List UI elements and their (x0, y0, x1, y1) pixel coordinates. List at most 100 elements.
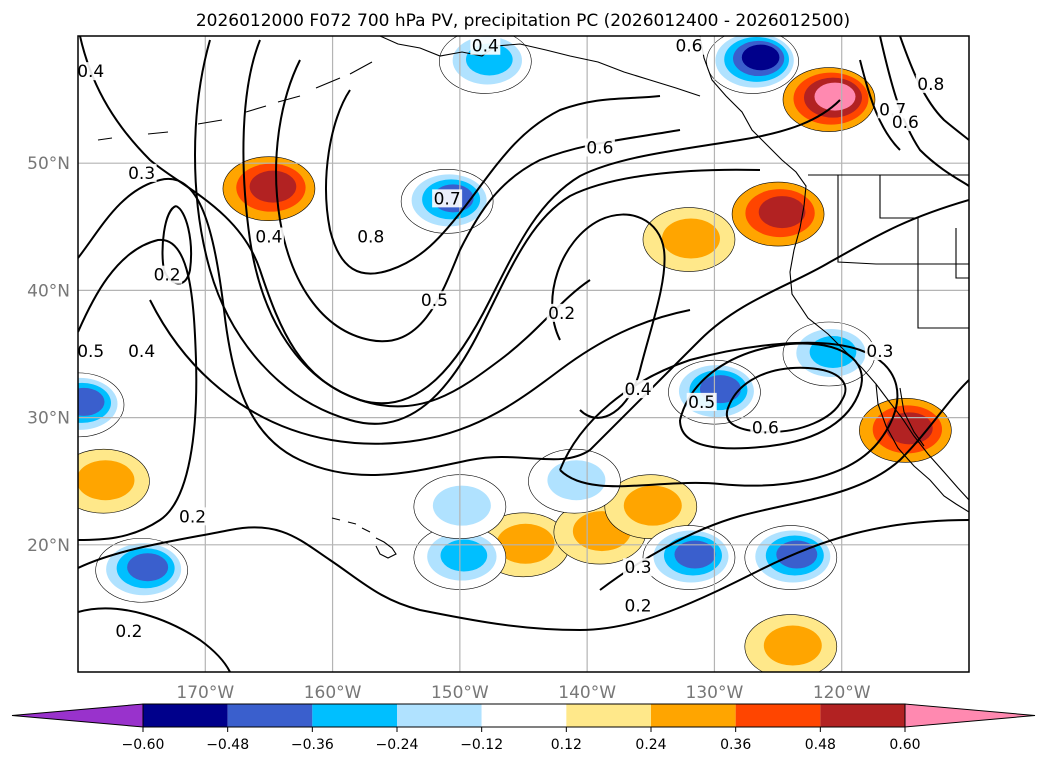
colorbar-segment-5 (566, 704, 651, 727)
contour-label-bg-3 (253, 227, 284, 246)
contour-label-14: 0.4 (625, 380, 652, 400)
colorbar-segment-7 (735, 704, 821, 727)
contour-label-9: 0.8 (357, 228, 384, 248)
x-tick-label-0: 170°W (176, 683, 234, 703)
precip-region-2-level-3 (814, 82, 856, 111)
contour-label-bg-9 (355, 227, 386, 246)
y-tick-label-3: 50°N (27, 154, 70, 174)
contour-label-bg-5 (126, 342, 157, 360)
contour-label-bg-10 (432, 189, 463, 208)
colorbar-tick-label-6: 0.24 (635, 737, 666, 753)
contour-label-bg-19 (864, 342, 895, 360)
colorbar-segment-6 (651, 704, 736, 727)
y-tick-label-1: 30°N (27, 409, 70, 429)
pv-contour-04-west (79, 36, 591, 408)
contour-label-bg-16 (750, 418, 781, 437)
colorbar-segment-0 (143, 704, 228, 727)
colorbar-segment-3 (397, 704, 482, 727)
contour-label-6: 0.2 (179, 507, 206, 527)
precip-region-9-level-1 (763, 625, 822, 666)
pv-contour-northeast (859, 36, 969, 187)
precip-region-12-level-4 (741, 44, 780, 71)
precip-region-17-level-2 (440, 539, 488, 572)
pv-contour-low-05 (679, 342, 863, 450)
contour-label-2: 0.2 (154, 266, 181, 286)
colorbar-extend-low (11, 703, 144, 728)
contour-label-16: 0.6 (752, 418, 779, 438)
coastline-alaska (379, 36, 701, 97)
contour-label-bg-23 (915, 74, 946, 93)
pv-contour-06 (242, 39, 841, 405)
contour-label-bg-13 (546, 303, 577, 322)
x-tick-label-4: 130°W (686, 683, 744, 703)
contour-label-bg-14 (623, 380, 654, 399)
pv-contour-07 (275, 59, 681, 343)
coastline-north-america (699, 36, 969, 501)
precip-region-16-level-3 (127, 553, 169, 582)
contour-label-4: 0.5 (77, 342, 104, 362)
contour-label-bg-8 (470, 36, 501, 55)
contour-label-bg-20 (673, 36, 704, 55)
precip-region-4-level-1 (661, 218, 720, 259)
contour-label-0: 0.4 (77, 62, 104, 82)
pv-contour-trough-east (78, 177, 969, 476)
pv-contour-02-south (78, 519, 969, 632)
precip-region-18-level-3 (78, 387, 105, 416)
contour-label-bg-6 (177, 507, 208, 526)
contour-label-bg-4 (78, 342, 106, 360)
map-frame (77, 35, 970, 673)
colorbar-tick-label-3: −0.24 (376, 737, 419, 753)
contour-label-3: 0.4 (255, 228, 282, 248)
coastline-aleutians (97, 61, 373, 141)
contour-label-22: 0.6 (892, 113, 919, 133)
contour-label-bg-22 (890, 113, 921, 132)
precip-region-1-level-2 (758, 196, 806, 229)
coastline-hawaii (331, 517, 397, 559)
pv-contour-low-04 (559, 341, 899, 488)
contour-label-11: 0.6 (586, 138, 613, 158)
colorbar-tick-label-9: 0.60 (889, 737, 920, 753)
contour-label-bg-2 (152, 265, 183, 284)
pv-contour-02-lowest (78, 607, 231, 672)
colorbar-tick-label-7: 0.36 (720, 737, 751, 753)
contour-label-12: 0.5 (421, 291, 448, 311)
colorbar-segment-2 (312, 704, 397, 727)
chart-title: 2026012000 F072 700 hPa PV, precipitatio… (196, 11, 850, 31)
x-tick-label-5: 120°W (813, 683, 871, 703)
contour-label-7: 0.2 (115, 622, 142, 642)
contour-label-bg-15 (686, 392, 717, 411)
y-tick-label-2: 40°N (27, 281, 70, 301)
precip-region-7-level-1 (623, 485, 682, 526)
colorbar-extend-high (904, 703, 1036, 728)
pv-contour-02-west (78, 238, 198, 541)
contour-label-17: 0.3 (625, 558, 652, 578)
colorbar-tick-label-8: 0.48 (805, 737, 836, 753)
contour-label-bg-7 (113, 621, 144, 640)
colorbar-tick-label-5: 0.12 (551, 737, 582, 753)
precip-region-0-level-2 (249, 170, 297, 203)
contour-label-bg-1 (126, 163, 157, 182)
colorbar-segment-4 (481, 704, 567, 727)
precip-region-14-level-3 (674, 540, 716, 569)
colorbar-tick-label-2: −0.36 (291, 737, 334, 753)
contour-label-23: 0.8 (917, 75, 944, 95)
contour-label-10: 0.7 (434, 189, 461, 209)
contour-label-20: 0.6 (675, 37, 702, 57)
contour-label-8: 0.4 (472, 37, 499, 57)
pv-contour-05 (194, 39, 761, 425)
contour-label-19: 0.3 (866, 342, 893, 362)
precip-region-5-level-1 (496, 523, 555, 564)
x-tick-label-3: 140°W (558, 683, 616, 703)
contour-label-15: 0.5 (688, 393, 715, 413)
contour-label-bg-18 (623, 596, 654, 615)
contour-label-18: 0.2 (625, 596, 652, 616)
colorbar-segment-8 (820, 704, 905, 727)
contour-label-13: 0.2 (548, 304, 575, 324)
contour-label-5: 0.4 (128, 342, 155, 362)
pv-contour-08-trough (325, 89, 661, 275)
colorbar-tick-label-0: −0.60 (122, 737, 165, 753)
precip-region-20-level-1 (432, 485, 491, 526)
y-tick-label-0: 20°N (27, 536, 70, 556)
x-tick-label-1: 160°W (304, 683, 362, 703)
